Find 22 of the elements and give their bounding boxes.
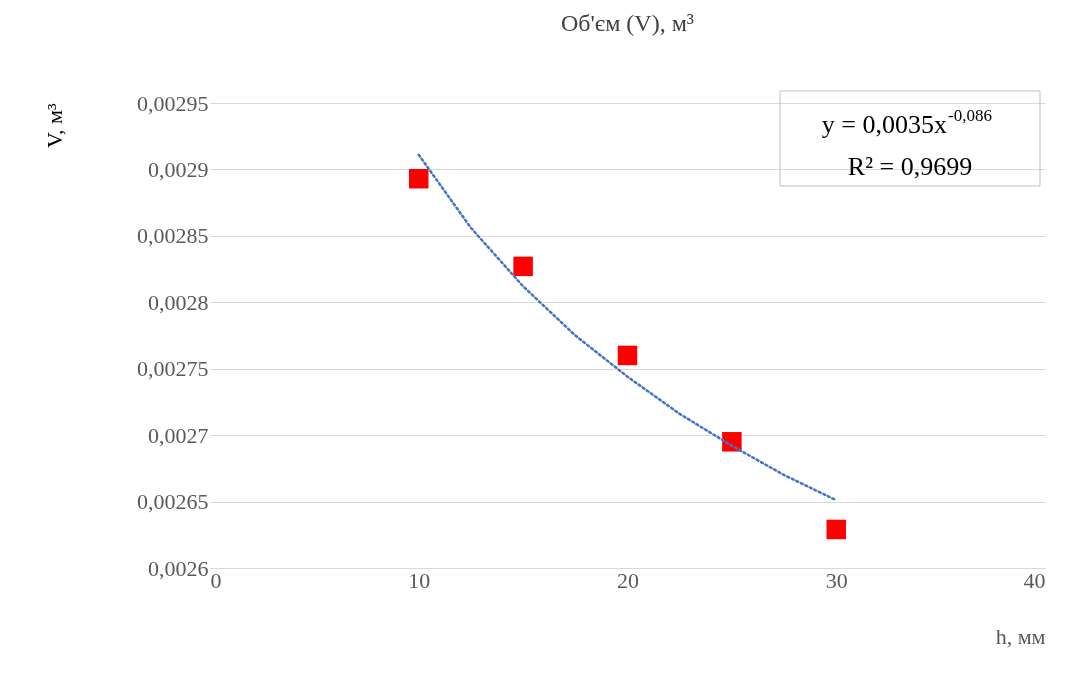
y-tick-label: 0,00275: [137, 356, 209, 382]
annotation: R² = 0,9699: [847, 152, 973, 181]
y-tick-label: 0,00295: [137, 90, 209, 116]
y-tick-label: 0,0026: [148, 555, 209, 581]
line-series: [417, 153, 838, 502]
y-tick-label: 0,0027: [148, 422, 209, 448]
y-tick-label: 0,00265: [137, 489, 209, 515]
x-axis-title: h, мм: [995, 623, 1046, 649]
point: [826, 519, 846, 540]
y-tick-label: 0,00285: [137, 223, 209, 249]
x-tick-label: 0: [210, 567, 222, 593]
x-tick-label: 20: [617, 567, 639, 593]
point: [409, 168, 429, 189]
x-tick-label: 40: [1023, 567, 1046, 593]
y-axis-title: V, м³: [42, 103, 67, 149]
point: [513, 256, 533, 277]
x-tick-label: 30: [825, 567, 848, 593]
chart-title: Об'єм (V), м³: [560, 9, 695, 36]
point: [617, 345, 638, 366]
y-tick-label: 0,0028: [148, 289, 209, 315]
y-tick-label: 0,0029: [148, 156, 209, 182]
x-tick-label: 10: [408, 567, 431, 593]
